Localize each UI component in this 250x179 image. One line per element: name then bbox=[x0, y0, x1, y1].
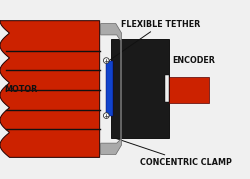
Circle shape bbox=[104, 58, 109, 63]
Polygon shape bbox=[0, 21, 100, 157]
Bar bbox=[111, 39, 169, 138]
Text: FLEXIBLE TETHER: FLEXIBLE TETHER bbox=[109, 20, 201, 61]
Polygon shape bbox=[100, 23, 121, 154]
Bar bbox=[169, 77, 209, 103]
Text: ENCODER: ENCODER bbox=[173, 56, 216, 65]
Text: MOTOR: MOTOR bbox=[5, 84, 38, 93]
Bar bbox=[106, 61, 113, 116]
Bar bbox=[165, 75, 169, 102]
Circle shape bbox=[104, 113, 109, 118]
Text: CONCENTRIC CLAMP: CONCENTRIC CLAMP bbox=[116, 138, 232, 167]
